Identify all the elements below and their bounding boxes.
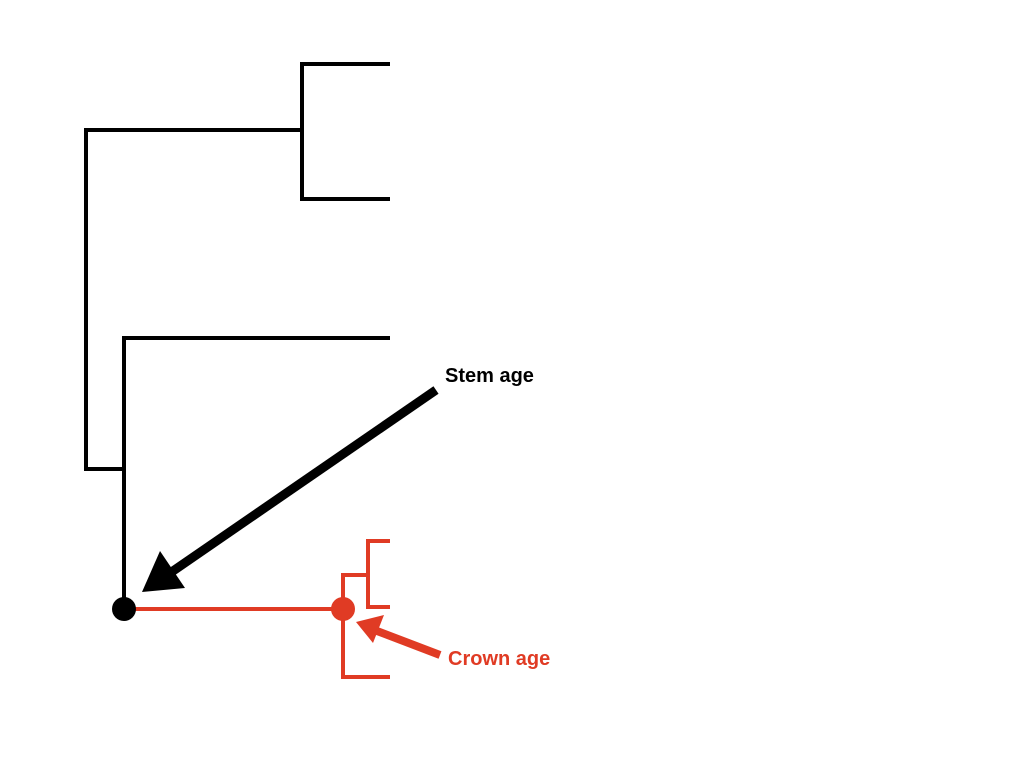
crown-node bbox=[331, 597, 355, 621]
black-tree bbox=[84, 62, 390, 611]
stem-age-arrow bbox=[142, 386, 439, 592]
red-lineage bbox=[122, 539, 390, 679]
stem-node bbox=[112, 597, 136, 621]
stem-age-label: Stem age bbox=[445, 365, 534, 387]
crown-age-label: Crown age bbox=[448, 648, 550, 670]
crown-age-arrow bbox=[356, 615, 442, 659]
